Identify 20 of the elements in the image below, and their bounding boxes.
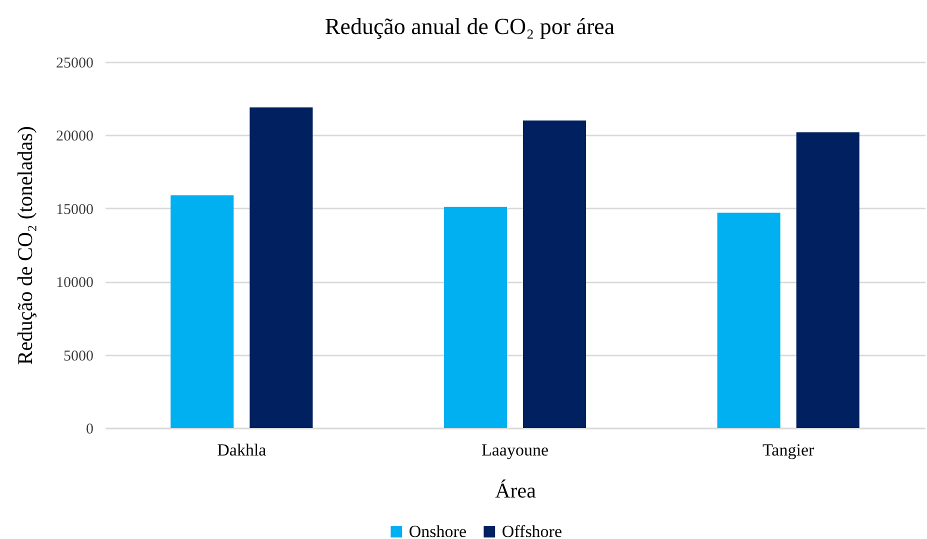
bar [170, 195, 234, 428]
y-tick-label: 20000 [56, 128, 94, 145]
chart-title: Redução anual de CO₂ por área [324, 14, 615, 39]
x-axis-title: Área [495, 478, 537, 502]
bar [796, 132, 860, 428]
bar [444, 206, 507, 428]
y-tick-label: 10000 [56, 275, 94, 292]
bar [523, 120, 586, 428]
y-tick-label: 5000 [64, 348, 94, 364]
x-tick-label: Dakhla [217, 440, 267, 460]
y-tick-label: 25000 [56, 56, 94, 72]
bar [250, 107, 313, 428]
y-tick-label: 0 [86, 422, 94, 438]
bar [717, 212, 780, 428]
x-tick-label: Tangier [762, 440, 814, 460]
legend-label: Onshore [408, 522, 467, 539]
x-tick-label: Laayoune [481, 440, 549, 460]
y-tick-label: 15000 [56, 202, 94, 218]
legend-label: Offshore [502, 522, 562, 539]
y-axis-title: Redução de CO₂ (toneladas) [13, 126, 37, 365]
